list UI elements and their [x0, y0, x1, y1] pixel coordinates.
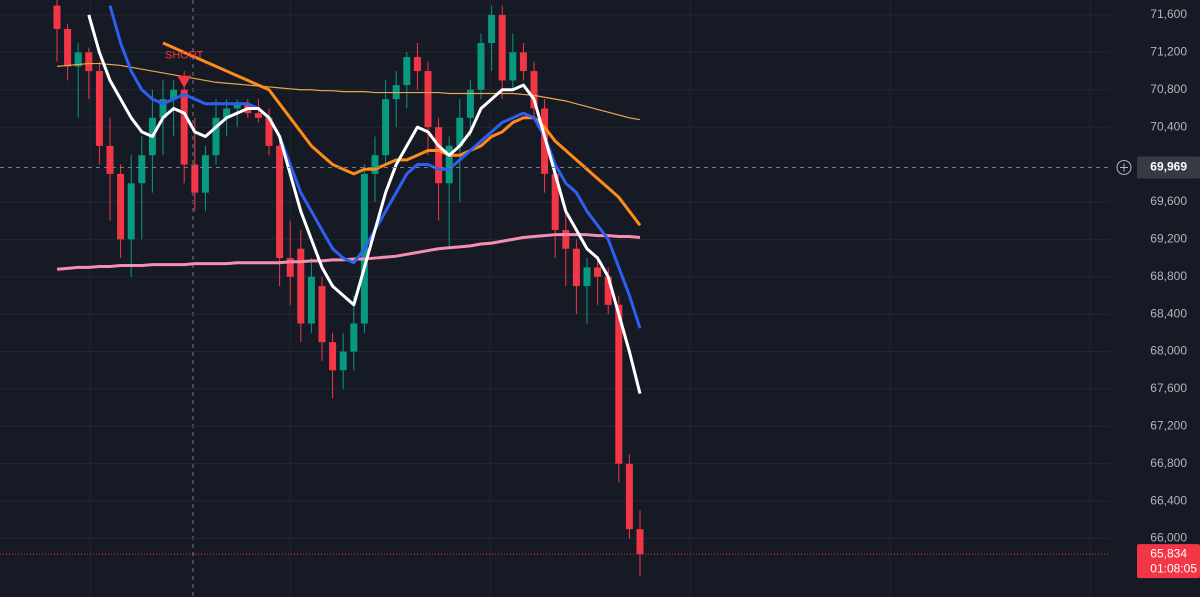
- candle-body: [572, 248, 580, 287]
- candle-body: [509, 52, 517, 81]
- candle-body: [53, 5, 61, 29]
- y-tick-label: 71,200: [1150, 45, 1187, 59]
- candle-body: [276, 145, 284, 259]
- candle-body: [403, 57, 411, 86]
- candle-body: [318, 286, 326, 343]
- y-tick-label: 68,800: [1150, 269, 1187, 283]
- ma-line: [87, 14, 642, 395]
- signal-label: SHORT: [165, 50, 204, 62]
- candle-body: [466, 89, 474, 118]
- candle-body: [413, 57, 421, 72]
- candle-body: [307, 276, 315, 324]
- candle-body: [424, 71, 432, 128]
- candle-body: [594, 267, 602, 277]
- candle-body: [265, 117, 273, 146]
- candle-body: [498, 14, 506, 81]
- ma-line: [162, 41, 642, 227]
- candle-body: [435, 127, 443, 184]
- y-tick-label: 68,000: [1150, 344, 1187, 358]
- last-price-label: 65,834: [1150, 546, 1187, 560]
- y-tick-label: 66,800: [1150, 456, 1187, 470]
- candle-body: [138, 155, 146, 184]
- candle-body: [170, 89, 178, 100]
- candle-body: [350, 323, 358, 352]
- signal-marker: [177, 75, 192, 88]
- candle-body: [201, 155, 209, 193]
- candle-body: [488, 14, 496, 44]
- candle-body: [117, 173, 125, 240]
- candle-body: [530, 71, 538, 109]
- candle-body: [615, 304, 623, 464]
- y-tick-label: 67,600: [1150, 381, 1187, 395]
- candle-body: [223, 108, 231, 118]
- crosshair-label-box: [1137, 156, 1200, 179]
- candle-body: [382, 99, 390, 156]
- candle-body: [371, 155, 379, 174]
- y-tick-label: 68,400: [1150, 306, 1187, 320]
- candle-body: [127, 183, 135, 240]
- crosshair-plus: [1116, 159, 1132, 175]
- candle-body: [85, 52, 93, 72]
- candle-body: [191, 164, 199, 193]
- candle-body: [212, 117, 220, 156]
- candle-body: [562, 230, 570, 249]
- countdown-label: 01:08:05: [1150, 561, 1197, 575]
- y-tick-label: 70,800: [1150, 82, 1187, 96]
- y-tick-label: 66,000: [1150, 531, 1187, 545]
- candle-body: [180, 89, 188, 165]
- y-tick-label: 71,600: [1150, 7, 1187, 21]
- y-tick-label: 70,400: [1150, 119, 1187, 133]
- crosshair-price-label: 69,969: [1150, 160, 1187, 174]
- last-price-box: [1137, 544, 1200, 579]
- candle-body: [64, 28, 72, 67]
- candle-body: [636, 529, 644, 555]
- candle-body: [625, 463, 633, 530]
- candle-body: [339, 351, 347, 371]
- crosshair-plus-sign: [1120, 163, 1128, 172]
- y-tick-label: 69,600: [1150, 194, 1187, 208]
- ma-line: [56, 62, 641, 121]
- candle-body: [95, 71, 103, 146]
- candle-body: [297, 248, 305, 324]
- candle-body: [106, 145, 114, 174]
- y-tick-label: 67,200: [1150, 419, 1187, 433]
- y-tick-label: 66,400: [1150, 493, 1187, 507]
- candle-body: [74, 52, 82, 67]
- candle-body: [159, 99, 167, 118]
- candle-body: [329, 342, 337, 371]
- y-tick-label: 69,200: [1150, 232, 1187, 246]
- candle-body: [286, 258, 294, 277]
- candle-body: [445, 145, 453, 184]
- candle-body: [477, 43, 485, 90]
- candle-body: [456, 117, 464, 146]
- candle-body: [551, 173, 559, 231]
- candle-body: [519, 52, 527, 72]
- candle-body: [254, 113, 262, 118]
- candle-body: [604, 276, 612, 305]
- candle-body: [233, 103, 241, 109]
- candle-body: [583, 267, 591, 287]
